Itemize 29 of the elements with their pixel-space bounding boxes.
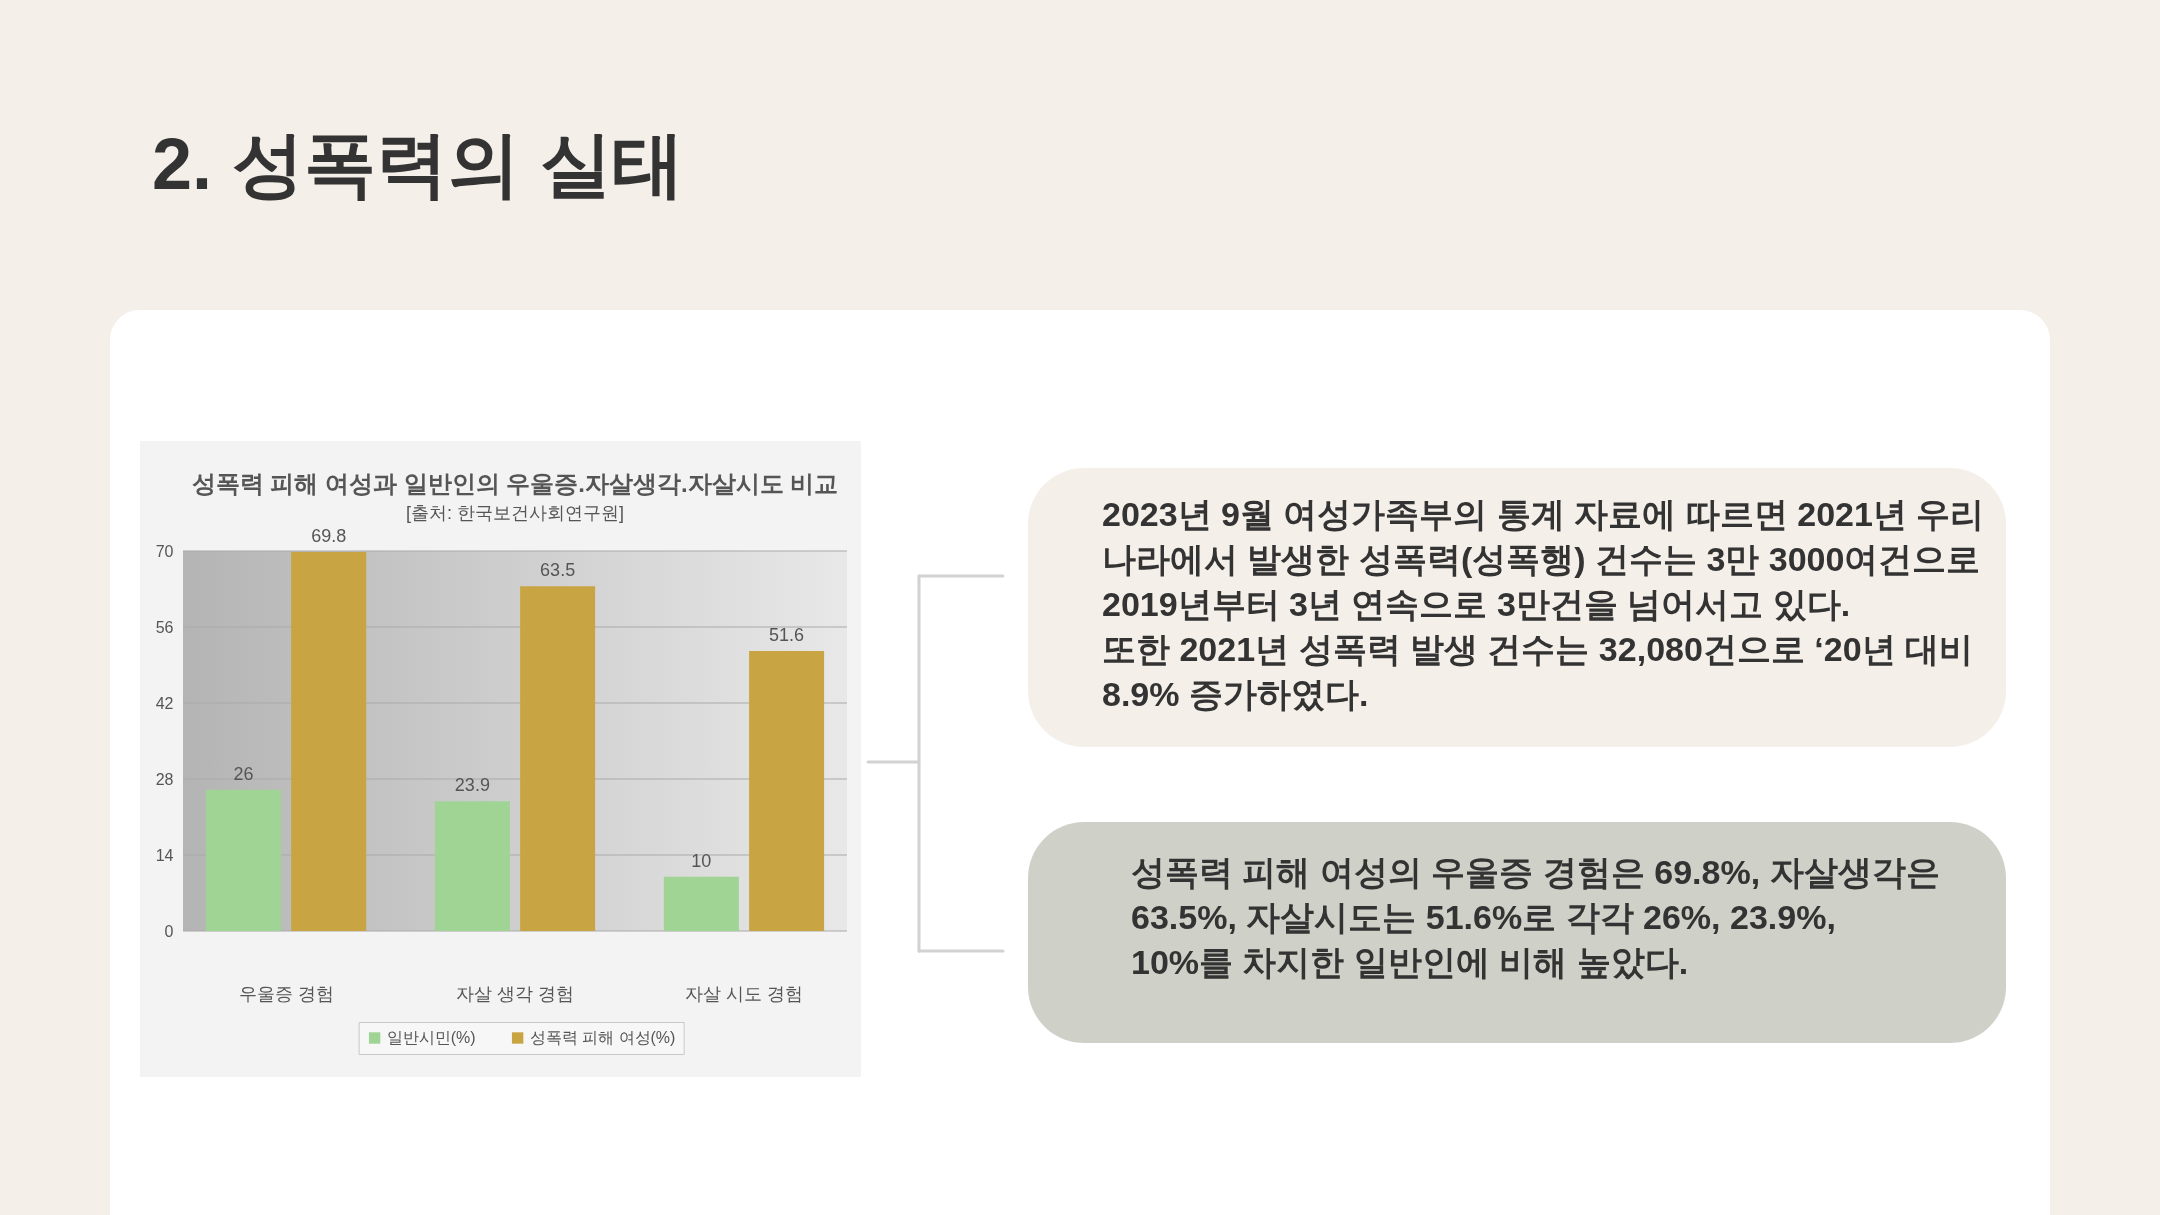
bar [291,552,367,931]
y-tick-label: 0 [164,922,174,940]
data-label: 10 [691,850,712,871]
bar [749,650,825,931]
data-label: 69.8 [311,526,347,547]
data-label: 23.9 [454,775,490,796]
text: 2023년 9월 여성가족부의 통계 자료에 따르면 2021년 우리나라에서 발생한 성폭력(성폭행) 건수는 3만 3000여건으로 2019년부터 3년 연속으로 3만건을 넘어서고 있다. [1102,495,1985,624]
y-tick-label: 42 [155,694,174,712]
chart-title: 성폭력 피해 여성과 일반인의 우울증.자살생각.자살시도 비교 [191,470,839,497]
y-tick-label: 56 [155,618,174,636]
legend-label: 일반시민(%) [386,1029,476,1046]
y-tick-label: 70 [155,542,174,560]
data-label: 63.5 [540,560,576,581]
x-tick-label: 자살 생각 경험 [455,983,575,1004]
bar [205,789,281,931]
chart-subtitle: [출처: 한국보건사회연구원] [405,503,625,523]
bar [434,801,510,931]
x-tick-label: 우울증 경험 [238,983,334,1004]
bar [520,586,596,931]
text: 2. 성폭력의 실태 [152,124,685,204]
y-tick-label: 28 [155,770,174,788]
text: 성폭력 피해 여성의 우울증 경험은 69.8%, 자살생각은 63.5%, 자살시도는 51.6%로 각각 26%, 23.9%, 10%를 차지한 일반인에 비해 높았다. [1131,853,1940,982]
bar [663,876,739,931]
text: 또한 2021년 성폭력 발생 건수는 32,080건으로 ‘20년 대비 8.9% 증가하였다. [1102,630,1974,714]
data-label: 26 [233,763,254,784]
legend-label: 성폭력 피해 여성(%) [529,1029,676,1046]
y-tick-label: 14 [155,846,174,864]
x-tick-label: 자살 시도 경험 [684,983,803,1004]
data-label: 51.6 [769,624,805,645]
